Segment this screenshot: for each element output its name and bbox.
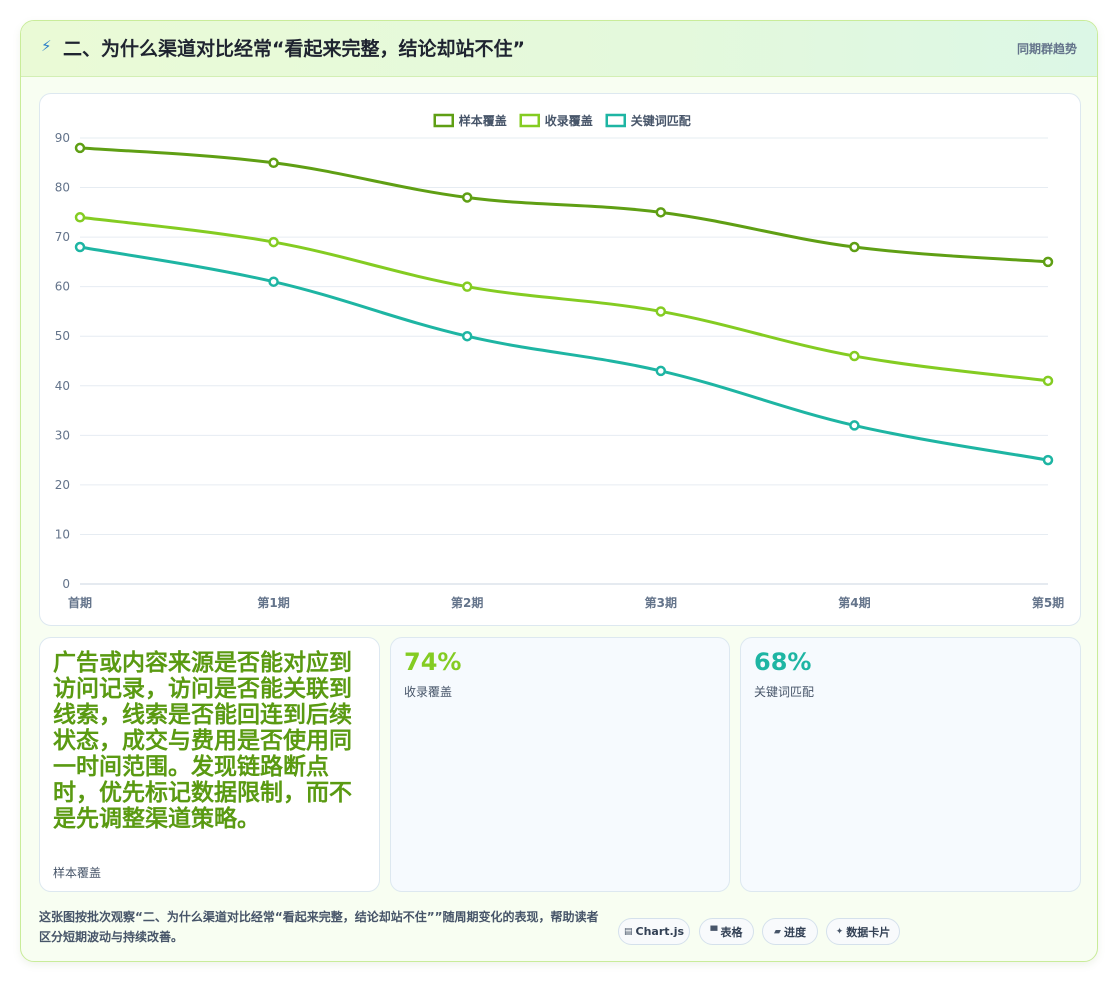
data-point: [74, 212, 86, 223]
data-point: [849, 420, 860, 431]
legend-label: 样本覆盖: [459, 113, 507, 128]
legend-swatch: [433, 113, 454, 128]
data-point: [461, 330, 473, 342]
chip-progress[interactable]: ▰ 进度: [762, 918, 818, 945]
data-point: [268, 276, 279, 287]
keyword-match-card: 68% 关键词匹配: [740, 637, 1081, 892]
x-tick-label: 首期: [68, 595, 92, 610]
data-point: [655, 306, 667, 317]
progress-icon: ▰: [774, 926, 781, 937]
data-point: [461, 281, 473, 292]
data-point: [268, 157, 279, 169]
y-tick-label: 10: [55, 527, 70, 541]
y-tick-label: 90: [55, 131, 70, 145]
y-tick-label: 40: [55, 379, 70, 393]
coverage-note-card: 广告或内容来源是否能对应到访问记录，访问是否能关联到线索，线索是否能回连到后续状…: [39, 637, 380, 892]
card-title: 二、为什么渠道对比经常“看起来完整，结论却站不住”: [63, 38, 525, 60]
legend-label: 收录覆盖: [545, 113, 593, 128]
chip-label: 数据卡片: [846, 925, 891, 939]
trend-tag: 同期群趋势: [1016, 42, 1077, 56]
card-header: ⚡ 二、为什么渠道对比经常“看起来完整，结论却站不住” 同期群趋势: [21, 21, 1097, 77]
legend-swatch: [605, 113, 626, 128]
y-tick-label: 20: [55, 478, 70, 492]
keyword-match-label: 关键词匹配: [754, 685, 815, 699]
coverage-note-label: 样本覆盖: [53, 866, 102, 880]
table-icon: ▀: [710, 926, 718, 937]
chart-caption: 这张图按批次观察“二、为什么渠道对比经常“看起来完整，结论却站不住””随周期变化…: [39, 910, 599, 944]
data-point: [1042, 454, 1054, 466]
series-line-2: [78, 215, 1050, 383]
y-tick-label: 0: [62, 577, 70, 591]
chip-data-cards[interactable]: ✦ 数据卡片: [826, 918, 900, 945]
trend-card: ⚡ 二、为什么渠道对比经常“看起来完整，结论却站不住” 同期群趋势 0 10 20 3…: [20, 20, 1098, 962]
chip-chartjs[interactable]: ▤ Chart.js: [618, 918, 690, 945]
data-point: [655, 365, 667, 377]
data-point: [849, 241, 860, 253]
data-point: [1042, 256, 1054, 268]
data-point: [268, 236, 279, 248]
legend-label: 关键词匹配: [631, 113, 691, 128]
y-tick-label: 30: [55, 428, 70, 442]
chip-label: 进度: [783, 925, 806, 939]
x-tick-label: 第1期: [257, 595, 289, 610]
x-tick-label: 第2期: [451, 595, 483, 610]
chart-icon: ▤: [623, 926, 633, 937]
index-coverage-label: 收录覆盖: [404, 685, 453, 699]
coverage-note-text: 广告或内容来源是否能对应到访问记录，访问是否能关联到线索，线索是否能回连到后续状…: [53, 650, 352, 832]
x-tick-label: 第5期: [1032, 595, 1064, 610]
y-tick-label: 50: [55, 329, 70, 343]
data-point: [461, 192, 473, 203]
y-tick-label: 70: [55, 230, 70, 244]
sparkle-icon: ✦: [835, 926, 844, 937]
data-point: [1042, 375, 1054, 387]
line-chart: 0 10 20 30 40 50 60 70 80 90 首期 第1期 第2期 第3期 第4期 第5期 样本覆盖…: [55, 113, 1064, 610]
x-tick-label: 第4期: [838, 595, 870, 610]
index-coverage-card: 74% 收录覆盖: [390, 637, 730, 892]
keyword-match-value: 68%: [754, 648, 812, 676]
x-tick-label: 第3期: [645, 595, 677, 610]
chip-table[interactable]: ▀ 表格: [699, 918, 754, 945]
lightning-icon: ⚡: [41, 37, 52, 55]
legend-swatch: [519, 113, 540, 128]
data-point: [74, 142, 86, 154]
y-tick-label: 80: [55, 181, 70, 195]
series-line-3: [78, 245, 1050, 462]
chart-panel: 0 10 20 30 40 50 60 70 80 90 首期 第1期 第2期 第3期 第4期 第5期 样本覆盖…: [39, 93, 1081, 626]
y-tick-label: 60: [55, 280, 70, 294]
chip-label: Chart.js: [635, 925, 685, 938]
chip-label: 表格: [720, 925, 743, 939]
index-coverage-value: 74%: [404, 648, 462, 676]
series-line-1: [78, 146, 1050, 264]
data-point: [655, 207, 667, 218]
data-point: [74, 241, 86, 253]
data-point: [849, 350, 860, 362]
